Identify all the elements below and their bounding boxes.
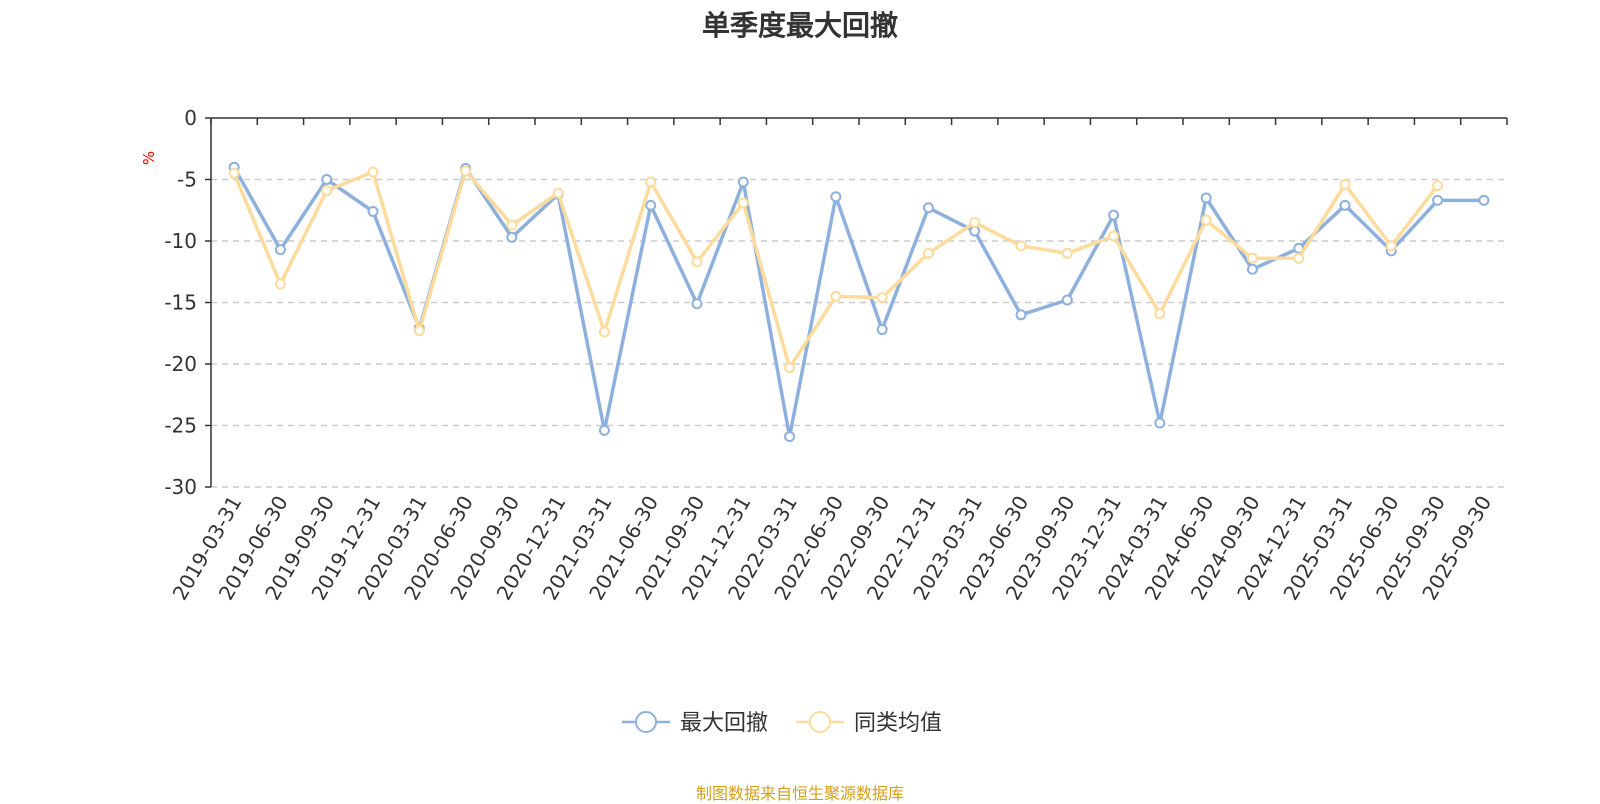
- data-point: [737, 176, 749, 188]
- data-point: [274, 244, 286, 256]
- data-point: [691, 256, 703, 268]
- data-point: [1246, 263, 1258, 275]
- data-point: [1154, 417, 1166, 429]
- data-point: [1108, 230, 1120, 242]
- data-point: [228, 167, 240, 179]
- data-point: [460, 165, 472, 177]
- data-point: [922, 247, 934, 259]
- data-point: [274, 278, 286, 290]
- legend-item-1[interactable]: 同类均值: [796, 711, 942, 736]
- y-tick-label: -10: [164, 229, 197, 253]
- data-point: [1478, 194, 1490, 206]
- legend-marker: [635, 711, 657, 733]
- data-point: [1432, 180, 1444, 192]
- data-point: [922, 202, 934, 214]
- data-point: [1061, 247, 1073, 259]
- legend[interactable]: 最大回撤 同类均值: [622, 711, 942, 736]
- series-lines: [228, 161, 1490, 443]
- data-point: [367, 205, 379, 217]
- data-point: [1339, 178, 1351, 190]
- data-point: [1246, 252, 1258, 264]
- data-point: [321, 174, 333, 185]
- data-point: [1385, 240, 1397, 252]
- data-point: [969, 217, 981, 229]
- data-point: [1108, 209, 1120, 221]
- data-point: [367, 166, 379, 178]
- axes: 0-5-10-15-20-25-30%2019-03-312019-06-302…: [140, 106, 1508, 604]
- y-tick-label: -20: [164, 352, 197, 376]
- data-point: [1200, 192, 1212, 204]
- data-point: [645, 199, 657, 211]
- data-point: [737, 197, 749, 209]
- data-point: [1432, 194, 1444, 206]
- data-point: [413, 325, 425, 337]
- data-point: [1339, 199, 1351, 211]
- data-point: [1154, 308, 1166, 320]
- grid-lines: [211, 178, 1507, 488]
- y-tick-label: 0: [184, 106, 197, 130]
- data-point: [1061, 294, 1073, 306]
- data-point: [691, 298, 703, 310]
- data-point: [321, 185, 333, 197]
- data-point: [876, 292, 888, 304]
- data-point: [598, 424, 610, 436]
- y-tick-label: -15: [164, 291, 197, 315]
- data-point: [830, 290, 842, 302]
- legend-label: 同类均值: [854, 711, 942, 736]
- data-point: [784, 431, 796, 443]
- data-point: [784, 362, 796, 374]
- legend-label: 最大回撤: [680, 711, 768, 736]
- data-point: [1015, 309, 1027, 321]
- y-tick-label: -5: [177, 168, 197, 192]
- data-point: [830, 191, 842, 203]
- y-axis-unit: %: [140, 151, 158, 165]
- data-point: [1015, 240, 1027, 252]
- data-point: [506, 231, 518, 243]
- y-tick-label: -30: [164, 475, 197, 499]
- source-note: 制图数据来自恒生聚源数据库: [695, 784, 904, 803]
- legend-marker: [809, 711, 831, 733]
- data-point: [876, 324, 888, 336]
- y-tick-label: -25: [164, 414, 197, 438]
- data-point: [1200, 214, 1212, 226]
- line-chart: 0-5-10-15-20-25-30%2019-03-312019-06-302…: [140, 106, 1508, 736]
- data-point: [552, 187, 564, 199]
- data-point: [645, 176, 657, 188]
- legend-item-0[interactable]: 最大回撤: [622, 711, 768, 736]
- data-point: [506, 219, 518, 231]
- chart-title: 单季度最大回撤: [701, 9, 898, 42]
- data-point: [598, 326, 610, 338]
- data-point: [1293, 252, 1305, 264]
